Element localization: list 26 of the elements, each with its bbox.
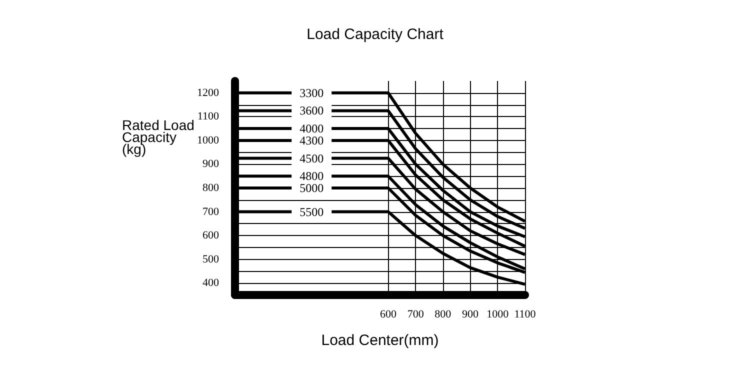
- x-tick-label: 800: [434, 308, 452, 320]
- y-tick-label: 1200: [197, 86, 220, 99]
- series-label: 5500: [300, 204, 324, 219]
- y-tick-label: 600: [202, 230, 220, 242]
- x-tick-label: 1000: [486, 308, 510, 320]
- y-tick-label: 900: [202, 158, 220, 170]
- y-tick-label: 700: [202, 206, 220, 218]
- x-tick-label: 900: [462, 308, 480, 320]
- x-axis-title: Load Center(mm): [321, 332, 439, 349]
- x-tick-label: 1100: [514, 308, 536, 320]
- y-axis-title: Rated Load Capacity (kg): [122, 117, 198, 157]
- series-label: 3600: [300, 104, 324, 118]
- series-label: 4300: [300, 133, 324, 148]
- series-label: 3300: [300, 86, 324, 100]
- y-tick-label: 800: [202, 182, 220, 194]
- x-tick-label: 700: [407, 308, 424, 320]
- series-label: 4500: [300, 151, 324, 166]
- series-label: 4000: [300, 122, 324, 136]
- y-tick-label: 1100: [197, 110, 220, 123]
- y-tick-label: 1000: [197, 134, 220, 146]
- y-tick-label: 500: [202, 253, 220, 266]
- series-label: 4800: [300, 169, 324, 184]
- series-label: 5000: [300, 181, 324, 195]
- chart-title: Load Capacity Chart: [306, 26, 444, 43]
- y-tick-label: 400: [202, 277, 220, 290]
- x-tick-label: 600: [380, 308, 397, 320]
